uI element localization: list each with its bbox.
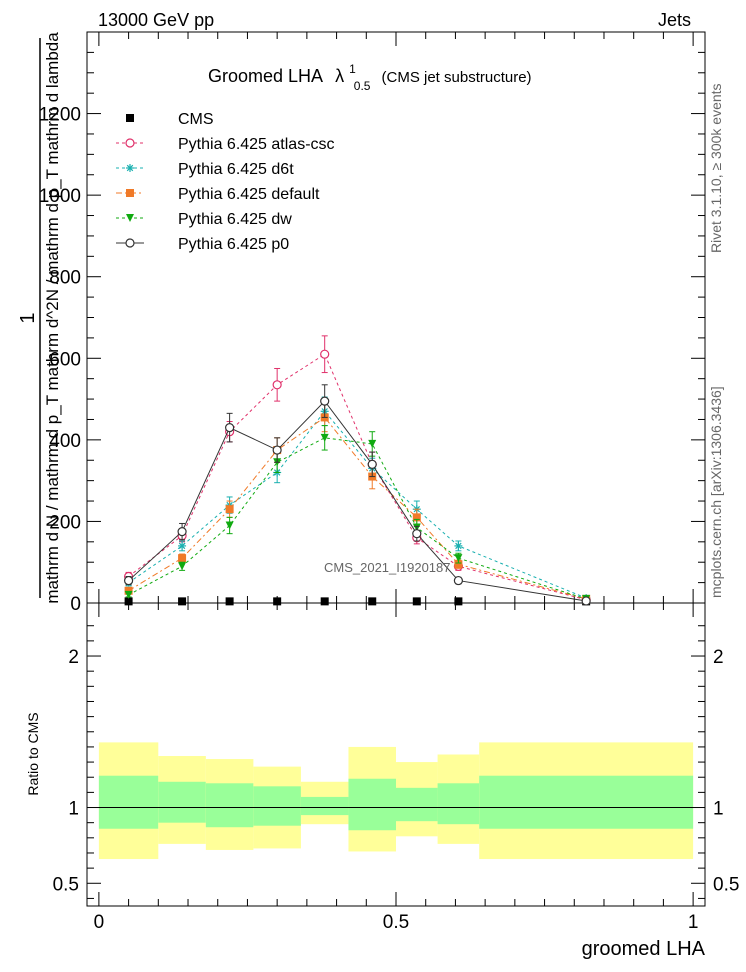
series-line (128, 410, 587, 599)
marker-circle (125, 138, 135, 148)
marker-square (273, 597, 282, 606)
chart-title-symbol: λ (335, 66, 344, 86)
ratio-y-tick-label-right: 1 (713, 799, 724, 820)
main-ylabel-numerator: 1 (17, 312, 39, 323)
chart-title-note: (CMS jet substructure) (382, 69, 532, 86)
marker-triangle (320, 433, 329, 442)
legend-label: CMS (178, 111, 214, 128)
axes: 0 200 400 600 800 1000 1200 0 0.5 1 0.5 0.5 1 1 2 2 (39, 31, 739, 933)
ratio-band-inner (348, 778, 396, 831)
marker-circle (320, 396, 330, 406)
marker-circle (125, 238, 135, 248)
series-layer (123, 335, 591, 606)
marker-triangle (126, 214, 134, 222)
ratio-ylabel: Ratio to CMS (25, 712, 41, 795)
rivet-label: Rivet 3.1.10, ≥ 300k events (708, 83, 724, 253)
chart-title-sub: 0.5 (354, 79, 371, 93)
legend-label: Pythia 6.425 default (178, 186, 320, 203)
marker-square (124, 597, 133, 606)
y-tick-label: 200 (49, 512, 81, 533)
ratio-band-inner (253, 786, 301, 826)
marker-square (368, 597, 377, 606)
marker-circle (581, 596, 591, 606)
marker-square (178, 597, 187, 606)
legend-label: Pythia 6.425 d6t (178, 161, 294, 178)
ratio-band-inner (300, 796, 349, 816)
marker-square (124, 586, 133, 595)
header-left: 13000 GeV pp (98, 10, 214, 30)
marker-circle (272, 445, 282, 455)
ratio-y-tick-label: 0.5 (53, 874, 79, 895)
x-tick-label: 0 (94, 912, 105, 933)
marker-square (225, 505, 234, 514)
legend-label: Pythia 6.425 dw (178, 211, 292, 228)
chart-title-text: Groomed LHA (208, 66, 323, 86)
ratio-band-inner (205, 783, 254, 828)
marker-star (126, 164, 134, 172)
series-line (128, 416, 587, 600)
header-right: Jets (658, 10, 691, 30)
main-ylabel: 1 mathrm d N / mathrm d p_T mathrm d^2N … (17, 32, 62, 604)
marker-triangle (454, 554, 463, 563)
x-tick-label: 0.5 (383, 912, 409, 933)
marker-triangle (178, 562, 187, 571)
marker-square (412, 513, 421, 522)
y-tick-label: 400 (49, 431, 81, 452)
marker-star (178, 541, 187, 550)
ratio-y-tick-label: 1 (68, 799, 79, 820)
marker-circle (412, 529, 422, 539)
marker-circle (272, 380, 282, 390)
ratio-bands (98, 742, 694, 860)
marker-square (126, 189, 134, 197)
marker-square (126, 114, 134, 122)
ratio-y-tick-label-right: 0.5 (713, 874, 739, 895)
y-tick-label: 800 (49, 268, 81, 289)
series (124, 425, 591, 603)
marker-star (454, 541, 463, 550)
marker-star-stroke (126, 164, 134, 172)
ratio-y-tick-label-right: 2 (713, 647, 724, 668)
ratio-band-inner (437, 783, 480, 825)
marker-triangle (368, 439, 377, 448)
x-tick-label: 1 (688, 912, 699, 933)
marker-triangle (225, 521, 234, 530)
marker-circle (367, 459, 377, 469)
marker-square (320, 597, 329, 606)
marker-circle (123, 575, 134, 586)
legend: CMS Pythia 6.425 atlas-csc Pythia 6.425 d6… (116, 111, 335, 253)
marker-square (412, 597, 421, 606)
marker-square (225, 597, 234, 606)
watermark: CMS_2021_I1920187 (324, 560, 451, 575)
legend-label: Pythia 6.425 atlas-csc (178, 136, 335, 153)
marker-triangle (124, 590, 133, 599)
chart-title: Groomed LHA λ 1 0.5 (CMS jet substructur… (208, 57, 532, 94)
ratio-y-tick-label: 2 (68, 647, 79, 668)
series-line (128, 437, 587, 600)
x-axis-label: groomed LHA (582, 938, 706, 960)
marker-circle (177, 527, 187, 537)
y-tick-label: 1000 (39, 186, 81, 207)
marker-circle (225, 423, 235, 433)
marker-square (178, 554, 187, 563)
series (123, 384, 591, 606)
marker-square (454, 597, 463, 606)
series (124, 597, 591, 606)
ratio-band-inner (396, 787, 438, 822)
legend-label: Pythia 6.425 p0 (178, 236, 289, 253)
y-tick-label: 1200 (39, 105, 81, 126)
ratio-band-inner (98, 775, 159, 829)
chart-title-sup: 1 (349, 62, 356, 76)
marker-star-stroke (178, 542, 186, 550)
ratio-band-inner (158, 781, 206, 823)
y-tick-label: 0 (70, 594, 81, 615)
marker-star-stroke (455, 542, 462, 550)
marker-square (454, 560, 463, 569)
mcplots-label: mcplots.cern.ch [arXiv:1306.3436] (708, 386, 724, 598)
ratio-band-inner (479, 775, 694, 829)
main-ylabel-denominator: mathrm d N / mathrm d p_T mathrm d^2N / … (43, 32, 62, 604)
marker-circle (453, 575, 463, 586)
marker-circle (320, 349, 330, 359)
y-tick-label: 600 (49, 349, 81, 370)
